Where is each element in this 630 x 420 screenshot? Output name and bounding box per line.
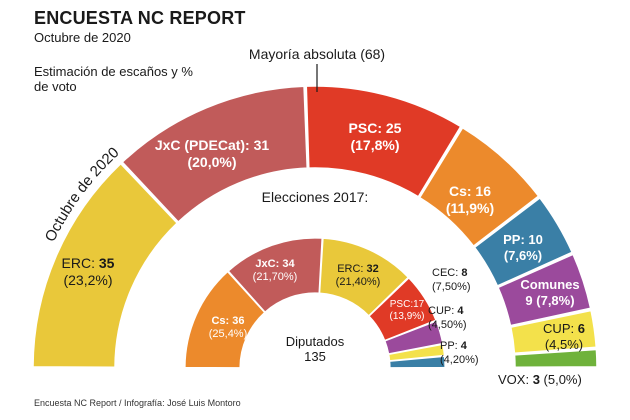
label-vox-2020: VOX: 3 (5,0%): [498, 372, 582, 387]
seat-arc-psc-2020: [305, 85, 462, 198]
label-cec-2017-line-2: (7,50%): [432, 281, 471, 293]
label-psc-2017-line-1: PSC:17: [390, 299, 425, 310]
seat-arc-vox-2020: [513, 348, 598, 368]
label-erc-2017-line-1: ERC: 32: [337, 263, 379, 275]
label-cs-2020-line-1: Cs: 16: [449, 183, 491, 199]
label-jxc-2017-line-1: JxC: 34: [255, 258, 295, 270]
label-cec-2017-line-1: CEC: 8: [432, 267, 467, 279]
label-cup-2017-line-1: CUP: 4: [428, 305, 464, 317]
seat-arc-psc-2017: [368, 277, 437, 342]
seat-arc-pp-2017: [389, 355, 446, 369]
label-erc-2020-line-1: ERC: 35: [62, 255, 115, 271]
label-pp-2020-line-2: (7,6%): [504, 248, 542, 263]
label-cup-2017-line-2: (4,50%): [428, 319, 467, 331]
label-cs-2017-line-1: Cs: 36: [211, 315, 244, 327]
label-jxc-2020-line-2: (20,0%): [187, 154, 236, 170]
page-subtitle: Octubre de 2020: [34, 30, 131, 45]
majority-label: Mayoría absoluta (68): [249, 46, 385, 62]
label-pp-2017-line-1: PP: 4: [440, 340, 468, 352]
seat-arc-erc-2017: [319, 237, 410, 317]
label-cup-2020-line-1: CUP: 6: [543, 321, 585, 336]
label-comunes-2020-line-2: 9 (7,8%): [525, 293, 574, 308]
seat-arc-cs-2020: [418, 126, 540, 248]
seat-arc-comunes-2020: [497, 253, 592, 327]
label-comunes-2020-line-1: Comunes: [520, 277, 579, 292]
estimation-label: Estimación de escaños y % de voto: [34, 64, 193, 94]
seat-arc-jxc-2017: [227, 237, 323, 313]
label-psc-2020-line-1: PSC: 25: [349, 120, 402, 136]
label-pp-2020-line-1: PP: 10: [503, 232, 543, 247]
label-psc-2020-line-2: (17,8%): [350, 137, 399, 153]
seat-arc-cs-2017: [184, 270, 266, 369]
seat-arc-erc-2020: [32, 162, 179, 368]
center-label: Diputados: [286, 334, 345, 349]
label-jxc-2017-line-2: (21,70%): [253, 271, 298, 283]
label-cs-2017-line-2: (25,4%): [209, 328, 248, 340]
label-jxc-2020-line-1: JxC (PDECat): 31: [155, 137, 270, 153]
seat-arc-pp-2020: [473, 196, 574, 287]
seat-arc-cup-2020: [509, 309, 598, 355]
label-cup-2020-line-2: (4,5%): [545, 337, 583, 352]
center-total: 135: [304, 349, 326, 364]
label-psc-2017-line-2: (13,9%): [389, 311, 424, 322]
footer-credit: Encuesta NC Report / Infografía: José Lu…: [34, 398, 241, 408]
label-pp-2017-line-2: (4,20%): [440, 354, 479, 366]
label-cs-2020-line-2: (11,9%): [446, 200, 494, 216]
seat-arc-cup-2017: [388, 343, 446, 362]
inner-chart-title: Elecciones 2017:: [262, 189, 369, 205]
label-erc-2020-line-2: (23,2%): [63, 272, 112, 288]
seat-arc-jxc-pdecat-2020: [121, 85, 308, 224]
label-erc-2017-line-2: (21,40%): [336, 276, 381, 288]
seat-arc-cec-2017: [384, 320, 444, 355]
page-title: ENCUESTA NC REPORT: [34, 8, 246, 28]
